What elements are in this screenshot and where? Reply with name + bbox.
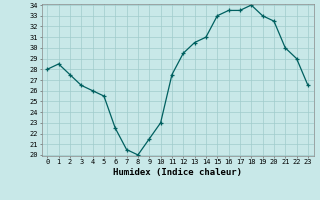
X-axis label: Humidex (Indice chaleur): Humidex (Indice chaleur)	[113, 168, 242, 177]
